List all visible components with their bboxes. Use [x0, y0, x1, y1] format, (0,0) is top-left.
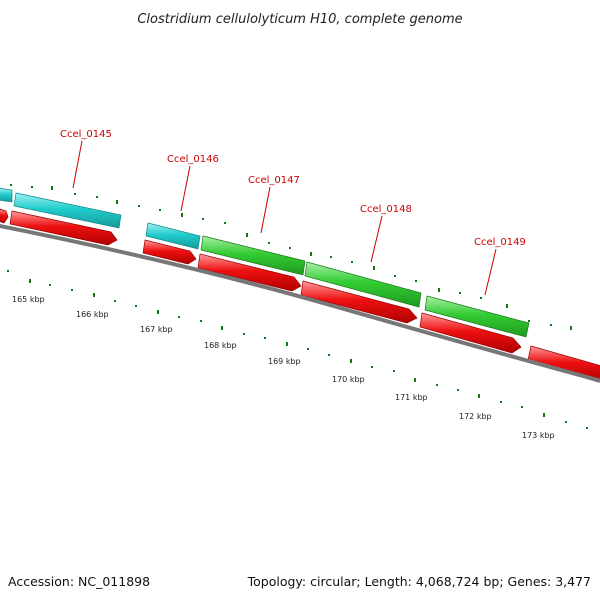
map-title: Clostridium cellulolyticum H10, complete… [137, 12, 462, 27]
gene-label-ccel-0147[interactable]: Ccel_0147 [248, 175, 300, 186]
genome-summary-text: Topology: circular; Length: 4,068,724 bp… [247, 574, 591, 589]
gene-arrow-ccel-0146[interactable] [145, 222, 201, 250]
reverse-strand [0, 208, 600, 383]
scale-label: 172 kbp [459, 412, 492, 421]
gene-label-ccel-0145[interactable]: Ccel_0145 [60, 129, 112, 140]
scale-label: 173 kbp [522, 431, 555, 440]
scale-label: 167 kbp [140, 325, 173, 334]
gene-arrow[interactable] [9, 210, 118, 246]
gene-label-ccel-0149[interactable]: Ccel_0149 [474, 237, 526, 248]
scale-label: 169 kbp [268, 357, 301, 366]
gene-arrow[interactable] [300, 280, 418, 324]
lower-tick-ring [7, 270, 588, 429]
gene-label-ccel-0148[interactable]: Ccel_0148 [360, 204, 412, 215]
gene-arrow[interactable] [0, 208, 9, 224]
scale-label: 171 kbp [395, 393, 428, 402]
gene-arrow[interactable] [13, 192, 122, 229]
gene-arrow[interactable] [0, 187, 13, 203]
gene-arrow[interactable] [527, 345, 600, 383]
label-leaders [72, 140, 497, 296]
gene-arrow[interactable] [419, 312, 522, 354]
gene-arrow[interactable] [197, 253, 302, 292]
gene-arrow-ccel-0149[interactable] [424, 295, 530, 338]
scale-label: 166 kbp [76, 310, 109, 319]
gene-labels: Ccel_0145 Ccel_0146 Ccel_0147 Ccel_0148 … [60, 129, 526, 248]
scale-labels: 165 kbp 166 kbp 167 kbp 168 kbp 169 kbp … [12, 295, 555, 440]
gene-arrow-ccel-0147[interactable] [200, 235, 306, 276]
forward-strand [0, 187, 530, 338]
gene-arrow[interactable] [142, 239, 197, 265]
genome-backbone [0, 223, 600, 383]
gene-arrow-ccel-0148[interactable] [304, 261, 422, 308]
scale-label: 165 kbp [12, 295, 45, 304]
accession-text: Accession: NC_011898 [8, 574, 151, 589]
scale-label: 170 kbp [332, 375, 365, 384]
gene-label-ccel-0146[interactable]: Ccel_0146 [167, 154, 219, 165]
upper-tick-ring [10, 184, 572, 330]
scale-label: 168 kbp [204, 341, 237, 350]
